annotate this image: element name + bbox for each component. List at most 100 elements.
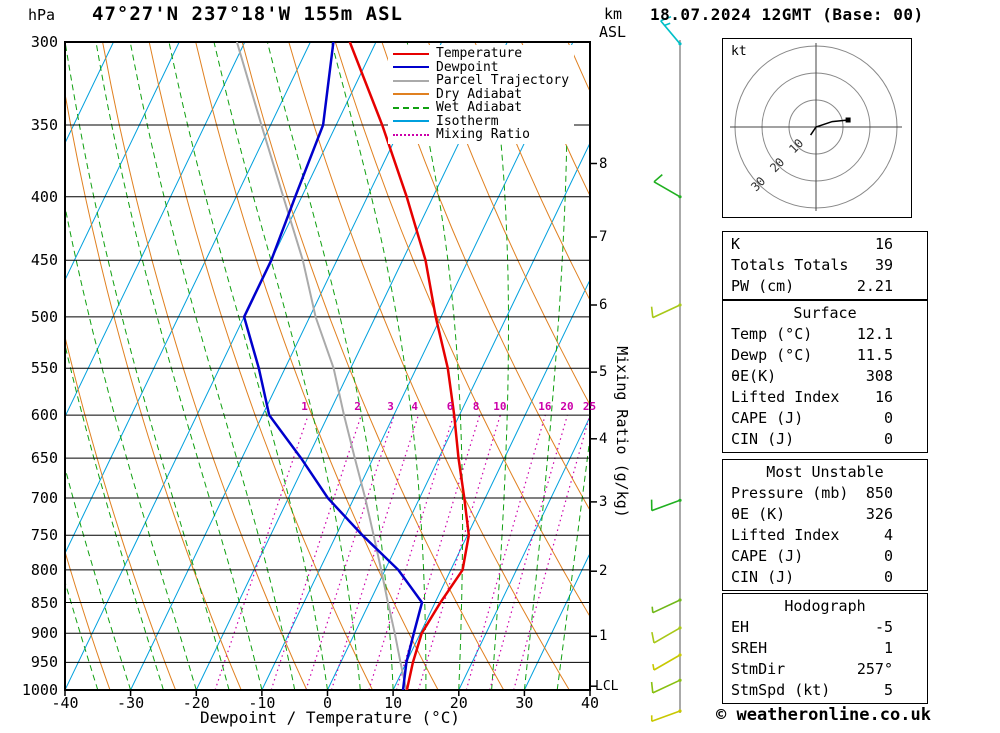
lcl-label: LCL [595,679,619,695]
legend-item-label: Dewpoint [436,59,499,75]
table-row: Temp (°C) 12.1 [723,324,927,345]
temp-tick-label: 10 [384,694,403,712]
table-row-value: 326 [865,505,893,523]
mixing-ratio-value-label: 8 [472,400,480,413]
km-tick-label: 7 [599,229,608,245]
pressure-tick-label: 400 [30,187,58,206]
temp-tick-label: -40 [51,694,79,712]
table-row-label: Dewp (°C) [731,346,813,364]
table-row-value: 308 [865,367,893,385]
table-row: Lifted Index 4 [723,525,927,546]
legend-line-sample [393,52,429,55]
x-axis-label: Dewpoint / Temperature (°C) [199,708,461,727]
mixing-ratio-value-label: 6 [446,400,454,413]
legend-item-label: Mixing Ratio [436,127,530,143]
legend-item-label: Dry Adiabat [436,86,523,102]
legend-item-label: Parcel Trajectory [436,73,570,89]
pressure-tick-label: 650 [30,449,58,468]
legend-item: Dewpoint [393,59,569,75]
legend-item: Wet Adiabat [393,100,569,116]
table-row-value: 4 [883,526,893,544]
table-row-label: CIN (J) [731,568,795,586]
legend-item-label: Temperature [436,46,523,62]
table-section-title: Hodograph [784,597,866,615]
table-row-value: 39 [874,256,893,274]
table-row: CAPE (J) 0 [723,408,927,429]
mixing-ratio-value-label: 4 [411,400,419,413]
table-row-value: 0 [883,430,893,448]
table-row: StmSpd (kt) 5 [723,680,927,701]
table-row-value: 1 [883,639,893,657]
mixing-ratio-axis-label: Mixing Ratio (g/kg) [613,346,631,518]
table-row-value: 257° [856,660,893,678]
table-row: K 16 [723,234,927,255]
table-row-label: EH [731,618,750,636]
mixing-ratio-value-label: 16 [538,400,552,413]
table-row-value: 0 [883,409,893,427]
table-row-label: Lifted Index [731,526,840,544]
km-tick-label: 6 [599,297,608,313]
table-row-value: 11.5 [856,346,893,364]
table-row-value: 850 [865,484,893,502]
pressure-tick-label: 900 [30,624,58,643]
table-row-label: θE(K) [731,367,777,385]
table-most-unstable: Most Unstable Pressure (mb) 850 θE (K) 326 Li… [722,459,928,591]
table-row: Dewp (°C) 11.5 [723,345,927,366]
legend-line-sample [393,79,429,82]
mixing-ratio-value-label: 3 [387,400,394,413]
table-row-label: Totals Totals [731,256,849,274]
legend-line-sample [393,93,429,96]
legend-item-label: Wet Adiabat [436,100,523,116]
table-row-label: θE (K) [731,505,786,523]
temp-tick-label: -30 [117,694,145,712]
mixing-ratio-value-label: 2 [354,400,361,413]
table-row-label: PW (cm) [731,277,795,295]
table-row-label: CAPE (J) [731,409,804,427]
mixing-ratio-lines [214,414,590,690]
legend-line-sample [393,106,429,109]
table-indices: K 16 Totals Totals 39 PW (cm) 2.21 [722,231,928,300]
pressure-tick-label: 550 [30,359,58,378]
mixing-ratio-value-label: 20 [560,400,574,413]
table-row: θE(K) 308 [723,366,927,387]
km-tick-label: 4 [599,430,608,447]
temp-axis-ticks [64,690,591,696]
mixing-ratio-value-label: 25 [582,400,597,413]
hodograph-box [722,38,912,218]
table-row-label: Lifted Index [731,388,840,406]
temp-tick-label: 0 [322,694,333,712]
legend-line-sample [393,133,429,136]
table-row-label: CAPE (J) [731,547,804,565]
table-row-label: Pressure (mb) [731,484,849,502]
pressure-tick-label: 950 [30,653,58,672]
table-hodograph: Hodograph EH -5 SREH 1 StmDir 257° StmSpd (kt) 5 [722,593,928,704]
temp-tick-label: 20 [449,694,468,712]
table-surface: Surface Temp (°C) 12.1 Dewp (°C) 11.5 θE(K) 30… [722,300,928,453]
pressure-tick-label: 850 [30,593,58,612]
table-row-value: -5 [874,618,893,636]
pressure-tick-label: 500 [30,307,58,326]
table-row: CAPE (J) 0 [723,546,927,567]
wind-barb-column [650,16,682,723]
table-row-value: 12.1 [856,325,893,343]
pressure-tick-label: 600 [30,406,58,425]
km-axis-ticks [590,162,597,687]
table-row-value: 0 [883,568,893,586]
table-row-value: 16 [874,235,893,253]
table-row-value: 2.21 [856,277,893,295]
asl-axis-unit-label: ASL [599,23,627,41]
pressure-tick-label: 800 [30,560,58,579]
km-tick-label: 2 [599,563,608,580]
pressure-tick-label: 700 [30,489,58,507]
hodograph-kt-label: kt [731,44,747,59]
table-row: Lifted Index 16 [723,387,927,408]
datetime-label: 18.07.2024 12GMT (Base: 00) [650,5,924,24]
wet-adiabat-lines [65,42,590,690]
page-title: 47°27'N 237°18'W 155m ASL [92,3,403,25]
legend-line-sample [393,120,429,123]
table-row-label: StmSpd (kt) [731,681,831,699]
temp-tick-label: -10 [248,694,276,712]
pressure-tick-label: 450 [30,251,58,270]
